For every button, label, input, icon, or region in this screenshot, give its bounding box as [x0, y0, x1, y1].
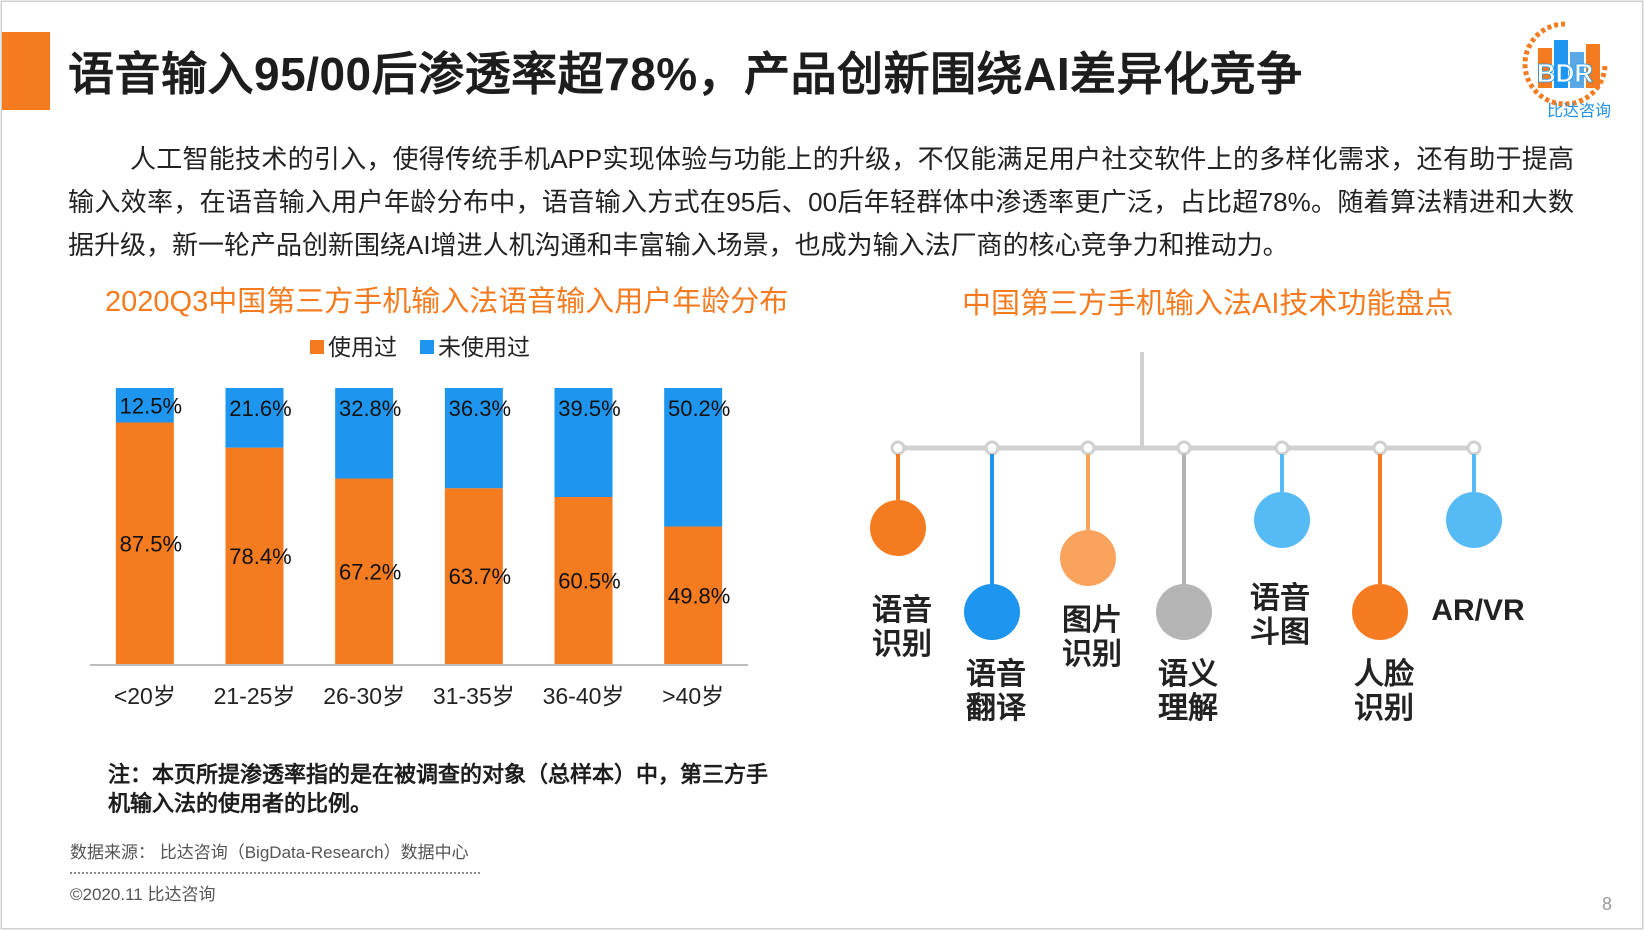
- feature-bubble-3: [1156, 584, 1212, 640]
- copyright: ©2020.11 比达咨询: [70, 885, 216, 904]
- x-tick-label-5: >40岁: [662, 683, 724, 709]
- data-label-unused-1: 21.6%: [229, 396, 291, 421]
- data-label-unused-3: 36.3%: [449, 396, 511, 421]
- feature-label-6-0: AR/VR: [1431, 594, 1525, 627]
- data-label-used-1: 78.4%: [229, 544, 291, 569]
- feature-bubble-6: [1446, 492, 1502, 548]
- intro-paragraph: 人工智能技术的引入，使得传统手机APP实现体验与功能上的升级，不仅能满足用户社交…: [68, 144, 1574, 260]
- feature-label-3-1: 理解: [1158, 692, 1218, 725]
- data-label-unused-0: 12.5%: [120, 393, 182, 418]
- bdr-logo: BDR: [1522, 21, 1608, 107]
- feature-bubble-4: [1254, 492, 1310, 548]
- bar-used-1: [225, 447, 284, 664]
- data-label-unused-5: 50.2%: [668, 396, 730, 421]
- feature-label-2-0: 图片: [1062, 604, 1122, 637]
- logo-mark: BDR: [1537, 58, 1594, 88]
- feature-label-1-0: 语音: [966, 658, 1026, 691]
- bar-unused-0: [115, 388, 174, 423]
- feature-bubble-0: [870, 500, 926, 556]
- page-number: 8: [1602, 894, 1613, 914]
- junction-node-5: [1372, 440, 1388, 456]
- junction-node-1: [984, 440, 1000, 456]
- data-label-used-3: 63.7%: [449, 564, 511, 589]
- bar-unused-4: [554, 388, 613, 498]
- feature-label-5-0: 人脸: [1354, 657, 1415, 691]
- chart-note: 注：本页所提渗透率指的是在被调查的对象（总样本）中，第三方手机输入法的使用者的比…: [108, 762, 769, 816]
- bar-used-0: [115, 422, 174, 664]
- feature-label-4-1: 斗图: [1250, 616, 1310, 649]
- footer-divider: [70, 872, 480, 874]
- chart-title: 2020Q3中国第三方手机输入法语音输入用户年龄分布: [105, 286, 789, 318]
- junction-node-4: [1274, 440, 1290, 456]
- feature-bubble-2: [1060, 530, 1116, 586]
- feature-label-1-1: 翻译: [966, 692, 1027, 725]
- x-tick-label-4: 36-40岁: [543, 683, 625, 709]
- x-tick-label-2: 26-30岁: [323, 683, 405, 709]
- feature-bubble-1: [964, 584, 1020, 640]
- data-label-used-5: 49.8%: [668, 583, 730, 608]
- bar-unused-2: [335, 388, 394, 479]
- junction-node-6: [1466, 440, 1482, 456]
- bar-unused-5: [664, 388, 723, 527]
- bar-used-2: [335, 478, 394, 664]
- feature-label-4-0: 语音: [1250, 582, 1310, 615]
- logo-building-icon: [1538, 40, 1600, 88]
- feature-bubble-5: [1352, 584, 1408, 640]
- legend-label-0: 使用过: [328, 334, 397, 360]
- bar-used-4: [554, 497, 613, 664]
- junction-node-2: [1080, 440, 1096, 456]
- data-label-unused-4: 39.5%: [558, 396, 620, 421]
- bar-unused-3: [444, 388, 503, 489]
- junction-node-3: [1176, 440, 1192, 456]
- ai-features-title: 中国第三方手机输入法AI技术功能盘点: [962, 288, 1454, 320]
- title-accent-bar: [2, 32, 50, 110]
- x-tick-label-0: <20岁: [114, 683, 176, 709]
- bar-used-3: [444, 488, 503, 664]
- page-title: 语音输入95/00后渗透率超78%，产品创新围绕AI差异化竞争: [68, 48, 1303, 100]
- feature-label-5-1: 识别: [1354, 692, 1414, 725]
- bar-used-5: [664, 526, 723, 664]
- logo-ring-icon: [1522, 21, 1608, 107]
- bar-unused-1: [225, 388, 284, 448]
- junction-node-0: [890, 440, 906, 456]
- data-source: 数据来源： 比达咨询（BigData-Research）数据中心: [70, 843, 469, 862]
- x-tick-label-3: 31-35岁: [433, 683, 515, 709]
- legend-swatch-1: [420, 340, 434, 354]
- feature-label-2-1: 识别: [1062, 638, 1122, 671]
- data-label-used-0: 87.5%: [120, 531, 182, 556]
- x-tick-label-1: 21-25岁: [214, 683, 296, 709]
- legend-label-1: 未使用过: [438, 334, 530, 360]
- data-label-used-2: 67.2%: [339, 559, 401, 584]
- legend-swatch-0: [310, 340, 324, 354]
- feature-label-0-1: 识别: [872, 628, 932, 661]
- age-distribution-chart: 使用过 未使用过 87.5% 12.5% <20岁 78.4% 21.6% 21-25岁 67.…: [90, 334, 748, 709]
- feature-label-3-0: 语义: [1158, 658, 1218, 691]
- logo-name: 比达咨询: [1547, 103, 1612, 120]
- data-label-used-4: 60.5%: [558, 569, 620, 594]
- data-label-unused-2: 32.8%: [339, 396, 401, 421]
- feature-label-0-0: 语音: [872, 594, 932, 627]
